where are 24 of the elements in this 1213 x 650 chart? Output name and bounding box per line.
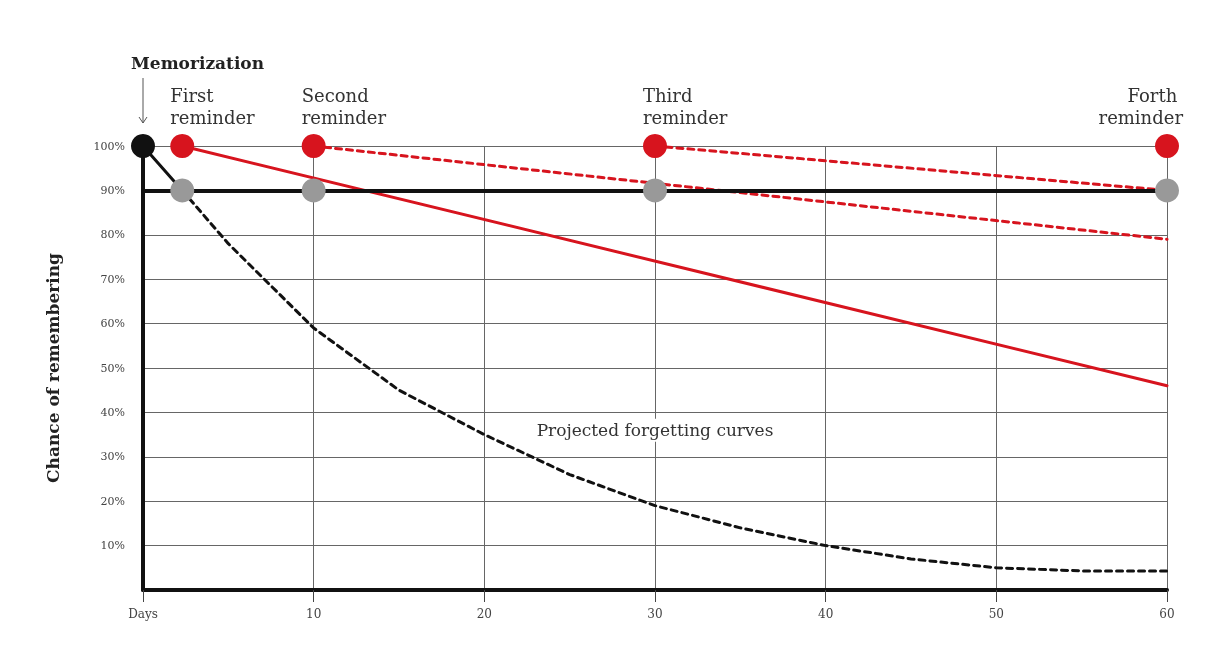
y-tick-label: 70%	[100, 272, 125, 286]
x-tick-label: 60	[1159, 607, 1175, 621]
x-tick-label: Days	[128, 607, 158, 621]
annotation: Second reminder	[301, 84, 387, 128]
y-axis-title: Chance of remembering	[42, 252, 63, 483]
y-tick-label: 50%	[100, 361, 125, 375]
y-tick-label: 100%	[93, 139, 125, 153]
x-tick-label: 20	[476, 607, 492, 621]
x-tick-label: 40	[818, 607, 834, 621]
text: Memorization	[131, 52, 265, 73]
annotation: First reminder	[170, 84, 256, 128]
y-tick-label: 40%	[100, 405, 125, 419]
y-tick-label: 10%	[100, 539, 125, 553]
y-tick-label: 30%	[100, 450, 125, 464]
annotation: Forth reminder	[1098, 84, 1184, 128]
annotation: Third reminder	[643, 84, 728, 128]
y-tick-label: 20%	[100, 494, 125, 508]
annotation: Projected forgetting curves	[536, 420, 774, 441]
x-tick-label: 10	[306, 607, 322, 621]
y-tick-label: 90%	[100, 183, 125, 197]
y-tick-label: 60%	[100, 317, 125, 331]
x-tick-label: 50	[988, 607, 1004, 621]
x-tick-label: 30	[647, 607, 663, 621]
y-tick-label: 80%	[100, 228, 125, 242]
